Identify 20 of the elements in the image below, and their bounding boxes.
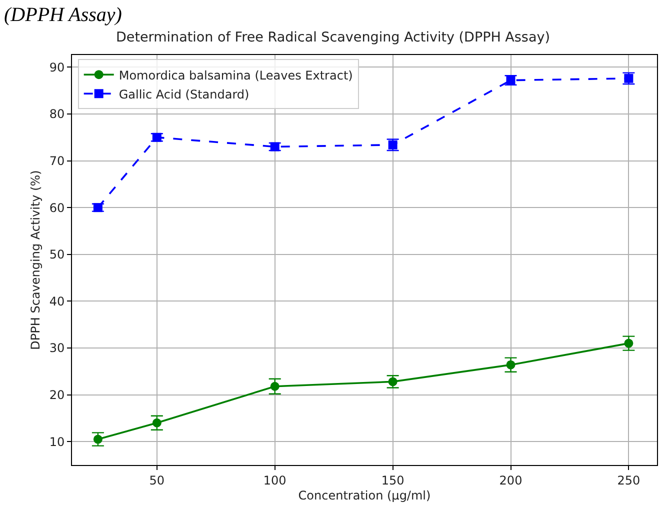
x-tick-label: 250 [617,473,640,488]
x-axis-title: Concentration (µg/ml) [298,488,431,502]
y-tick-label: 20 [49,388,65,402]
chart-title: Determination of Free Radical Scavenging Activity (DPPH Assay) [116,29,550,46]
y-tick-label: 70 [49,154,65,168]
x-tick-label: 200 [499,473,522,488]
y-tick-label: 90 [49,60,65,74]
x-tick-label: 150 [381,473,404,488]
legend-label: Gallic Acid (Standard) [118,87,250,102]
text: (DPPH Assay) [4,4,122,26]
x-tick-label: 100 [263,473,286,488]
x-tick-label: 50 [149,473,165,488]
y-axis-title: DPPH Scavenging Activity (%) [28,170,43,350]
legend-label: Momordica balsamina (Leaves Extract) [118,68,353,82]
y-tick-label: 10 [49,434,65,449]
y-tick-label: 30 [49,341,65,356]
y-tick-label: 40 [49,294,65,308]
y-tick-label: 80 [49,107,65,122]
y-tick-label: 60 [49,200,65,215]
y-tick-label: 50 [49,248,65,262]
